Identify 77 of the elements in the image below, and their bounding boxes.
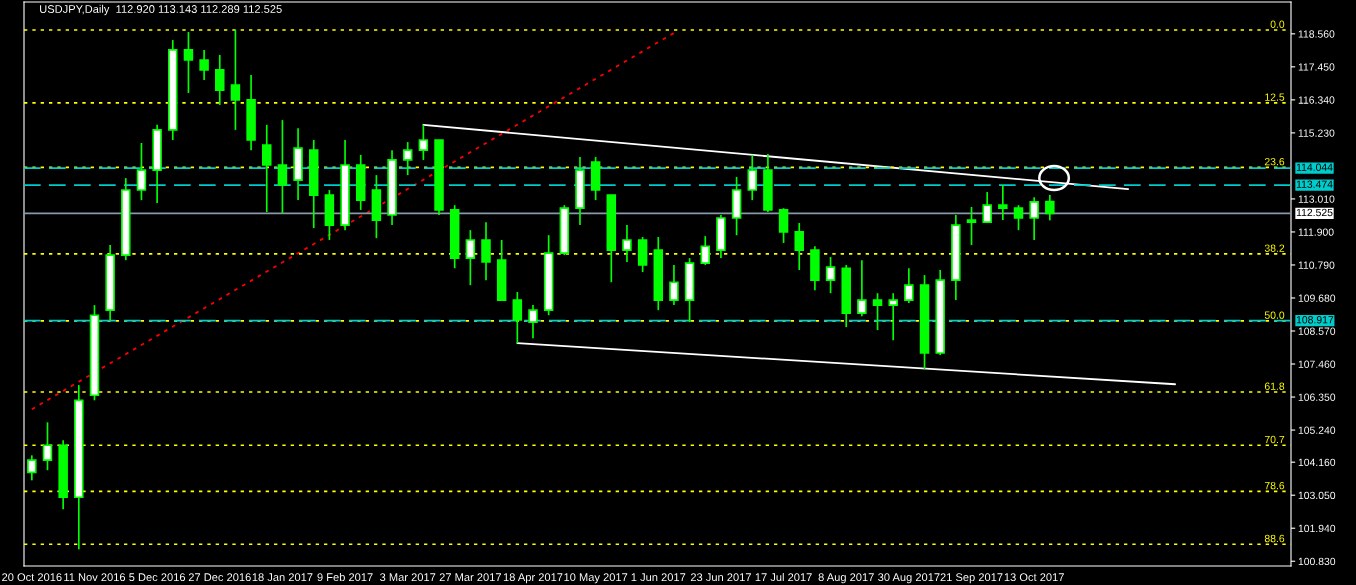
x-tick-label: 30 Aug 2017 bbox=[878, 573, 940, 584]
x-tick-label: 27 Dec 2016 bbox=[188, 573, 251, 582]
x-tick-label: 9 Feb 2017 bbox=[317, 572, 373, 582]
x-tick-label: 11 Nov 2016 bbox=[64, 573, 126, 582]
candlestick bbox=[1045, 194, 1055, 222]
y-tick-label: 110.790 bbox=[1298, 261, 1335, 269]
y-tick-label: 100.830 bbox=[1298, 557, 1336, 566]
annotation: 61.8 bbox=[1264, 382, 1285, 390]
x-tick-label: 23 Jun 2017 bbox=[690, 573, 751, 582]
x-tick-label: 10 May 2017 bbox=[564, 573, 628, 584]
candlestick bbox=[215, 54, 225, 106]
annotation: 70.7 bbox=[1264, 435, 1285, 444]
candlestick bbox=[199, 49, 209, 81]
y-tick-label: 105.240 bbox=[1298, 426, 1336, 434]
x-tick-label: 17 Jul 2017 bbox=[755, 572, 812, 582]
candlestick bbox=[778, 207, 789, 244]
annotation: 12.5 bbox=[1265, 93, 1285, 101]
y-tick-label: 111.900 bbox=[1298, 228, 1334, 236]
candlestick bbox=[230, 29, 241, 131]
x-tick-label: 1 Jun 2017 bbox=[631, 573, 686, 582]
candlestick bbox=[261, 124, 272, 213]
y-tick-label: 116.340 bbox=[1298, 96, 1335, 104]
x-tick-label: 27 Mar 2017 bbox=[439, 573, 501, 582]
candlestick bbox=[622, 224, 632, 263]
annotation: 23.6 bbox=[1264, 157, 1285, 166]
x-tick-label: 18 Apr 2017 bbox=[503, 573, 563, 584]
candlestick bbox=[700, 235, 711, 266]
y-tick-label: 107.460 bbox=[1298, 360, 1336, 368]
x-tick-label: 5 Dec 2016 bbox=[129, 573, 186, 582]
candlestick bbox=[528, 304, 538, 339]
candlestick bbox=[1029, 196, 1039, 241]
y-tick-label: 106.350 bbox=[1298, 393, 1336, 401]
y-tick-label: 103.050 bbox=[1298, 491, 1336, 500]
candlestick bbox=[183, 31, 194, 94]
candlestick bbox=[512, 291, 523, 345]
x-tick-label: 8 Aug 2017 bbox=[818, 573, 874, 584]
candlestick bbox=[888, 292, 898, 342]
x-tick-label: 21 Sep 2017 bbox=[940, 573, 1003, 584]
y-tick-label: 101.940 bbox=[1298, 524, 1336, 533]
annotation: 78.6 bbox=[1264, 481, 1285, 490]
x-tick-label: 3 Mar 2017 bbox=[380, 573, 436, 582]
x-tick-label: 13 Oct 2017 bbox=[1004, 573, 1064, 582]
candlestick bbox=[27, 454, 37, 482]
candlestick bbox=[825, 256, 836, 295]
y-tick-label: 109.680 bbox=[1298, 294, 1336, 302]
candlestick bbox=[465, 229, 476, 287]
chart-title: USDJPY,Daily 112.920 113.143 112.289 112.525 bbox=[40, 4, 282, 16]
candlestick bbox=[136, 142, 147, 201]
candlestick bbox=[669, 264, 679, 306]
candlestick bbox=[998, 184, 1008, 221]
candlestick bbox=[794, 222, 804, 271]
annotation: 38.2 bbox=[1264, 244, 1285, 252]
y-tick-label: 115.230 bbox=[1298, 129, 1335, 137]
x-tick-label: 20 Oct 2016 bbox=[2, 573, 62, 582]
candlestick bbox=[277, 119, 288, 215]
ref-line-label: 108.917 bbox=[1296, 316, 1334, 324]
candlestick bbox=[966, 206, 977, 246]
annotation: 0.0 bbox=[1270, 20, 1285, 28]
y-tick-label: 118.560 bbox=[1298, 30, 1335, 38]
annotation: 88.6 bbox=[1264, 534, 1285, 543]
candlestick bbox=[982, 191, 992, 224]
candlestick bbox=[1013, 204, 1024, 231]
y-tick-label: 113.010 bbox=[1298, 195, 1335, 203]
x-tick-label: 18 Jan 2017 bbox=[252, 573, 313, 582]
candlestick bbox=[42, 421, 53, 472]
y-tick-label: 104.160 bbox=[1298, 458, 1336, 467]
annotation: 50.0 bbox=[1264, 311, 1285, 319]
ref-line-label: 112.525 bbox=[1296, 208, 1333, 217]
y-tick-label: 117.450 bbox=[1298, 63, 1335, 71]
ref-line-label: 114.044 bbox=[1296, 163, 1333, 171]
candlestick bbox=[904, 267, 914, 304]
candlestick bbox=[857, 259, 867, 317]
candlestick bbox=[402, 141, 413, 176]
candlestick bbox=[872, 292, 883, 331]
candlestick bbox=[481, 221, 491, 281]
ref-line-label: 113.474 bbox=[1296, 180, 1333, 188]
y-tick-label: 108.570 bbox=[1298, 327, 1336, 335]
